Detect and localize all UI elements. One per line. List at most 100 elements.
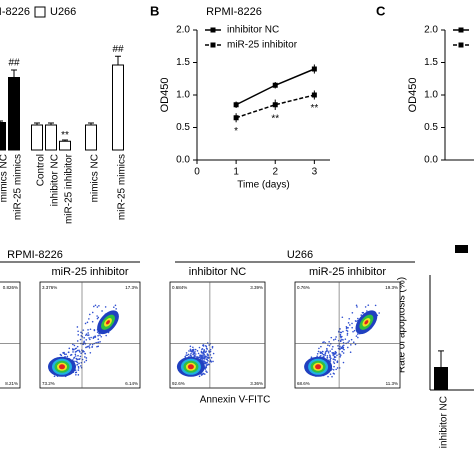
event-dot [320, 345, 322, 348]
event-dot [72, 351, 74, 353]
event-dot [347, 341, 349, 344]
event-dot [196, 350, 199, 352]
event-dot [332, 361, 335, 363]
event-dot [333, 365, 335, 368]
event-dot [96, 345, 98, 348]
event-dot [200, 356, 203, 358]
plot-title: inhibitor NC [189, 266, 247, 278]
event-dot [339, 345, 341, 348]
group-title: U266 [287, 249, 313, 261]
event-dot [342, 361, 345, 364]
event-dot [192, 346, 194, 349]
density-core [315, 364, 322, 370]
event-dot [78, 351, 81, 353]
event-dot [93, 329, 96, 332]
panel-label: C [376, 3, 386, 18]
event-dot [205, 350, 208, 353]
event-dot [351, 312, 354, 314]
event-dot [348, 317, 351, 320]
event-dot [104, 306, 107, 308]
event-dot [202, 344, 205, 347]
event-dot [99, 334, 101, 336]
event-dot [73, 357, 75, 359]
event-dot [211, 346, 214, 349]
event-dot [319, 352, 322, 354]
y-tick-label: 0.0 [176, 155, 190, 166]
quadrant-value: 8.21% [5, 381, 18, 386]
event-dot [355, 335, 358, 337]
event-dot [193, 352, 195, 354]
event-dot [77, 367, 80, 369]
event-dot [323, 341, 325, 343]
y-axis-label: Rate of apoptosis (%) [397, 277, 408, 373]
event-dot [342, 347, 344, 350]
event-dot [68, 347, 71, 350]
quadrant-value: 11.3% [386, 381, 398, 386]
legend-swatch [455, 245, 468, 253]
legend-marker [458, 42, 464, 48]
event-dot [76, 349, 79, 352]
event-dot [210, 356, 213, 359]
event-dot [378, 312, 380, 314]
event-dot [203, 351, 205, 353]
event-dot [97, 338, 100, 341]
event-dot [198, 346, 201, 349]
x-axis-label: Time (days) [237, 180, 289, 191]
event-dot [76, 345, 79, 348]
event-dot [342, 330, 344, 333]
density-arm [364, 320, 369, 325]
event-dot [329, 350, 331, 352]
event-dot [331, 375, 333, 378]
event-dot [342, 341, 345, 344]
density-arm [106, 320, 110, 325]
event-dot [88, 345, 90, 347]
point [311, 66, 317, 72]
event-dot [349, 324, 351, 326]
event-dot [357, 317, 359, 320]
quadrant-value: 0.684% [172, 285, 187, 290]
legend-marker [210, 42, 216, 48]
event-dot [340, 335, 343, 338]
quadrant-value: 0.76% [297, 285, 310, 290]
event-dot [189, 345, 192, 348]
legend-label: U266 [50, 6, 76, 18]
quadrant-value: 6.14% [125, 381, 138, 386]
event-dot [206, 364, 209, 366]
event-dot [327, 375, 329, 378]
event-dot [339, 356, 342, 358]
event-dot [194, 348, 197, 351]
y-tick-label: 0.5 [176, 122, 190, 133]
event-dot [88, 337, 90, 339]
event-dot [88, 318, 90, 320]
x-tick-label: 0 [194, 167, 200, 178]
event-dot [96, 315, 98, 317]
event-dot [67, 351, 70, 354]
event-dot [200, 351, 203, 354]
event-dot [80, 352, 82, 355]
event-dot [200, 357, 202, 360]
event-dot [355, 320, 357, 323]
event-dot [355, 304, 358, 307]
event-dot [201, 358, 204, 360]
quadrant-value: 0.826% [3, 285, 18, 290]
event-dot [364, 306, 367, 308]
event-dot [341, 316, 344, 319]
event-dot [191, 350, 193, 353]
event-dot [208, 363, 210, 366]
event-dot [334, 338, 337, 340]
density-core [59, 364, 65, 370]
plot-frame [0, 281, 21, 389]
event-dot [324, 354, 326, 356]
event-dot [349, 351, 352, 353]
event-dot [205, 370, 207, 372]
event-dot [353, 329, 356, 332]
event-dot [205, 358, 208, 360]
event-dot [344, 338, 347, 340]
event-dot [206, 353, 209, 355]
event-dot [360, 314, 363, 316]
y-tick-label: 2.0 [176, 25, 190, 36]
event-dot [77, 330, 79, 333]
event-dot [198, 375, 201, 378]
event-dot [208, 357, 210, 359]
event-dot [203, 349, 205, 352]
